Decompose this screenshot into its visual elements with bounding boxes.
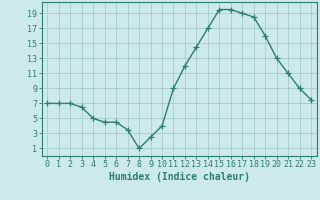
X-axis label: Humidex (Indice chaleur): Humidex (Indice chaleur): [109, 172, 250, 182]
